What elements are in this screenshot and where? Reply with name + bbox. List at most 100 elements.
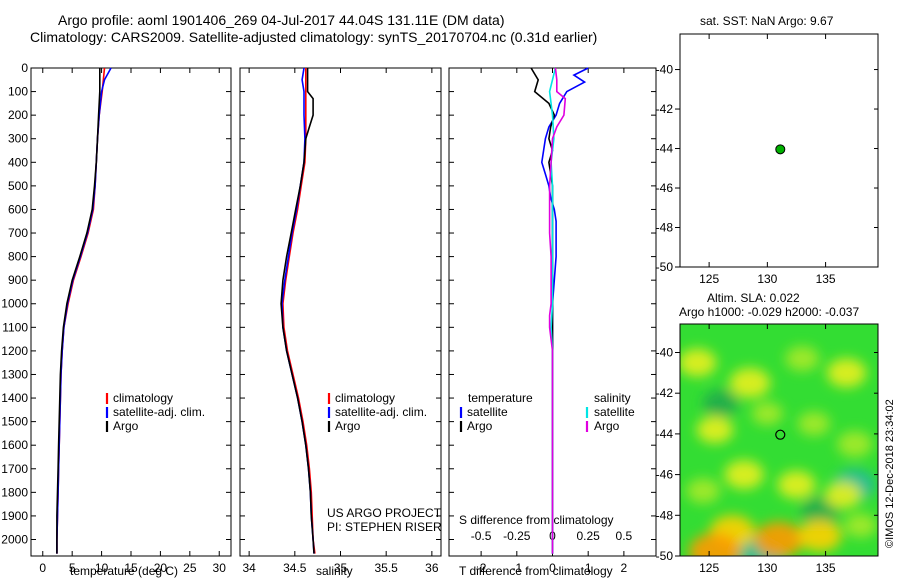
g-temp-ytick-label: 0 [21,61,28,75]
sla-blob [751,402,783,426]
g-temp-xtick-label: 5 [69,561,76,575]
header-line1: Argo profile: aoml 1901406_269 04-Jul-20… [58,12,505,28]
g-temp-ytick-label: 1200 [1,344,28,358]
sla-trough [800,496,839,526]
difference-s-tick-label: -0.25 [503,529,531,543]
sla-heatmap-field [680,346,877,556]
header-line2: Climatology: CARS2009. Satellite-adjuste… [30,29,598,45]
g-temp-xtick-label: 0 [39,561,46,575]
sla-map-ytick-label: -42 [656,386,674,400]
diff-legend-s-satellite: satellite [594,405,635,419]
project-name: US ARGO PROJECT [327,506,442,520]
g-sal-series-argo [280,68,315,554]
temp-legend-argo: Argo [113,419,139,433]
sla-blob [824,481,862,509]
sst-map-xtick-label: 125 [699,272,719,286]
diff-legend-s-argo: Argo [594,419,620,433]
sla-blob [696,416,734,444]
difference-xtick-label: 2 [621,561,628,575]
g-temp-ytick-label: 1100 [2,320,28,334]
sal-legend-climatology: climatology [335,391,396,405]
g-temp-ytick-label: 400 [8,155,28,169]
sst-map-title: sat. SST: NaN Argo: 9.67 [700,14,834,28]
sla-map-panel: 125 130 135 -40 -42 -44 -46 -48 -50 [656,323,879,575]
g-temp-ytick-label: 2000 [1,532,28,546]
sla-map-ytick-label: -48 [656,508,674,522]
g-temp-ytick-label: 1900 [1,509,28,523]
g-sal-xtick-label: 34.5 [283,561,307,575]
g-temp-ytick-label: 1400 [1,391,28,405]
sla-blob [680,348,717,377]
sla-blob [777,470,816,499]
sla-map-subtitle: Argo h1000: -0.029 h2000: -0.037 [679,305,860,319]
sla-map-title: Altim. SLA: 0.022 [707,291,800,305]
sla-heatmap [680,346,877,556]
salinity-xlabel: salinity [316,564,353,578]
g-temp-ytick-label: 700 [8,226,28,240]
g-temp-ytick-label: 1300 [1,367,28,381]
sla-blob [837,431,873,458]
difference-s-tick-label: 0.5 [616,529,633,543]
temperature-panel: 0 5 10 15 20 25 300100200300400500600700800900… [1,61,232,575]
g-temp-xtick-label: 20 [154,561,168,575]
g-temp-xtick-label: 10 [95,561,109,575]
difference-panel: -2 -1 0 1 2-0.5 -0.25 0 0.25 0.5 [448,67,657,575]
g-temp-ytick-label: 300 [8,132,28,146]
legend-markers [105,393,589,432]
sst-map-panel: 125 130 135 -40 -42 -44 -46 -48 -50 [656,33,879,286]
g-temp-ytick-label: 200 [8,108,28,122]
temperature-xlabel: temperature (deg C) [70,564,179,578]
sla-map-frame [679,323,879,557]
difference-xtick-label: 0 [549,561,556,575]
sla-blob [797,519,842,552]
diff-legend-temperature-head: temperature [468,391,533,405]
sst-map-ytick-label: -42 [656,102,674,116]
sla-blob [724,460,764,490]
sla-blob [688,532,741,556]
sla-blob [826,358,867,388]
difference-xtick-label: -2 [476,561,487,575]
g-temp-ytick-label: 1800 [1,485,28,499]
g-temp-ytick-label: 100 [8,85,28,99]
sla-map-ytick-label: -40 [656,345,674,359]
g-temp-ytick-label: 900 [8,273,28,287]
sla-trough [702,389,739,417]
sla-map-xtick-label: 125 [699,561,719,575]
sla-blob [686,478,721,504]
g-sal-frame [239,67,442,557]
sst-map-ytick-label: -50 [656,260,674,274]
sst-map-ytick-label: -48 [656,221,674,235]
argo-float-marker [775,144,786,155]
g-temp-ytick-label: 1500 [1,415,28,429]
g-temp-ytick-label: 500 [8,179,28,193]
g-temp-xtick-label: 25 [183,561,197,575]
temp-legend-climatology: climatology [113,391,174,405]
difference-s-tick-label: 0.25 [577,529,601,543]
temp-legend-satellite: satellite-adj. clim. [113,405,206,419]
sst-map-ytick-label: -44 [656,142,674,156]
g-temp-series-argo [56,68,101,554]
difference-series-salinity-Argo [548,67,567,554]
diff-legend-t-argo: Argo [467,419,493,433]
t-difference-xlabel: T difference from climatology [459,564,613,578]
diff-legend-t-satellite: satellite [467,405,508,419]
g-temp-frame [30,67,232,557]
sla-map-xtick-label: 135 [816,561,836,575]
sla-map-ytick-label: -44 [656,427,674,441]
sst-map-xtick-label: 135 [816,272,836,286]
difference-xtick-label: 1 [585,561,592,575]
sla-blob [729,368,771,399]
sst-map-xtick-label: 130 [757,272,777,286]
g-temp-series-satellite-adj-clim- [56,67,112,554]
sla-blob [797,411,831,436]
sla-blob [785,346,820,372]
sla-argo-marker [775,429,786,440]
salinity-panel: 34 34.5 35 35.5 36 [239,67,442,575]
g-temp-ytick-label: 800 [8,250,28,264]
diff-legend-salinity-head: salinity [594,391,631,405]
sla-map-xtick-label: 130 [757,561,777,575]
sla-blob [754,521,804,556]
g-sal-xtick-label: 36 [425,561,439,575]
g-sal-xtick-label: 34 [242,561,256,575]
